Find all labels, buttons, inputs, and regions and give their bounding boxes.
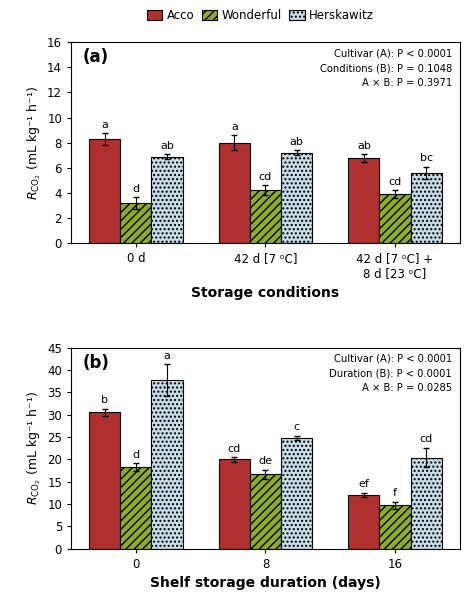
Bar — [219, 143, 250, 243]
Text: cd: cd — [388, 177, 401, 188]
Text: Cultivar (A): P < 0.0001
Conditions (B): P = 0.1048
A × B: P = 0.3971: Cultivar (A): P < 0.0001 Conditions (B):… — [320, 48, 452, 88]
Text: d: d — [132, 183, 139, 194]
Bar — [120, 467, 151, 549]
Y-axis label: $\mathit{R}_{\rm CO_2}$ (mL kg⁻¹ h⁻¹): $\mathit{R}_{\rm CO_2}$ (mL kg⁻¹ h⁻¹) — [25, 86, 43, 200]
Text: a: a — [101, 119, 108, 130]
Text: bc: bc — [419, 153, 433, 163]
Text: a: a — [231, 122, 238, 132]
Text: Cultivar (A): P < 0.0001
Duration (B): P < 0.0001
A × B: P = 0.0285: Cultivar (A): P < 0.0001 Duration (B): P… — [329, 354, 452, 393]
Text: de: de — [258, 456, 273, 466]
Bar — [89, 139, 120, 243]
Bar — [281, 153, 312, 243]
Text: f: f — [393, 488, 397, 498]
Bar — [250, 474, 281, 549]
Text: cd: cd — [259, 172, 272, 182]
Text: ef: ef — [358, 479, 369, 489]
Text: a: a — [164, 351, 171, 361]
Text: ab: ab — [160, 141, 174, 151]
Text: (a): (a) — [83, 48, 109, 66]
Text: c: c — [293, 422, 300, 432]
Text: ab: ab — [290, 137, 303, 147]
Bar — [151, 380, 182, 549]
Legend: Acco, Wonderful, Herskawitz: Acco, Wonderful, Herskawitz — [147, 9, 374, 22]
Bar — [348, 495, 380, 549]
Bar — [151, 157, 182, 243]
X-axis label: Shelf storage duration (days): Shelf storage duration (days) — [150, 576, 381, 590]
Text: cd: cd — [419, 434, 433, 444]
Bar — [410, 458, 442, 549]
Bar — [120, 203, 151, 243]
Bar — [380, 505, 410, 549]
Text: ab: ab — [357, 141, 371, 151]
Y-axis label: $\mathit{R}_{\rm CO_2}$ (mL kg⁻¹ h⁻¹): $\mathit{R}_{\rm CO_2}$ (mL kg⁻¹ h⁻¹) — [26, 391, 43, 505]
X-axis label: Storage conditions: Storage conditions — [191, 286, 339, 300]
Bar — [89, 412, 120, 549]
Text: (b): (b) — [83, 354, 109, 372]
Bar — [250, 191, 281, 243]
Bar — [380, 194, 410, 243]
Bar — [348, 158, 380, 243]
Text: cd: cd — [228, 444, 241, 453]
Bar — [410, 173, 442, 243]
Bar — [219, 459, 250, 549]
Text: b: b — [101, 396, 108, 405]
Text: d: d — [132, 450, 139, 460]
Bar — [281, 438, 312, 549]
